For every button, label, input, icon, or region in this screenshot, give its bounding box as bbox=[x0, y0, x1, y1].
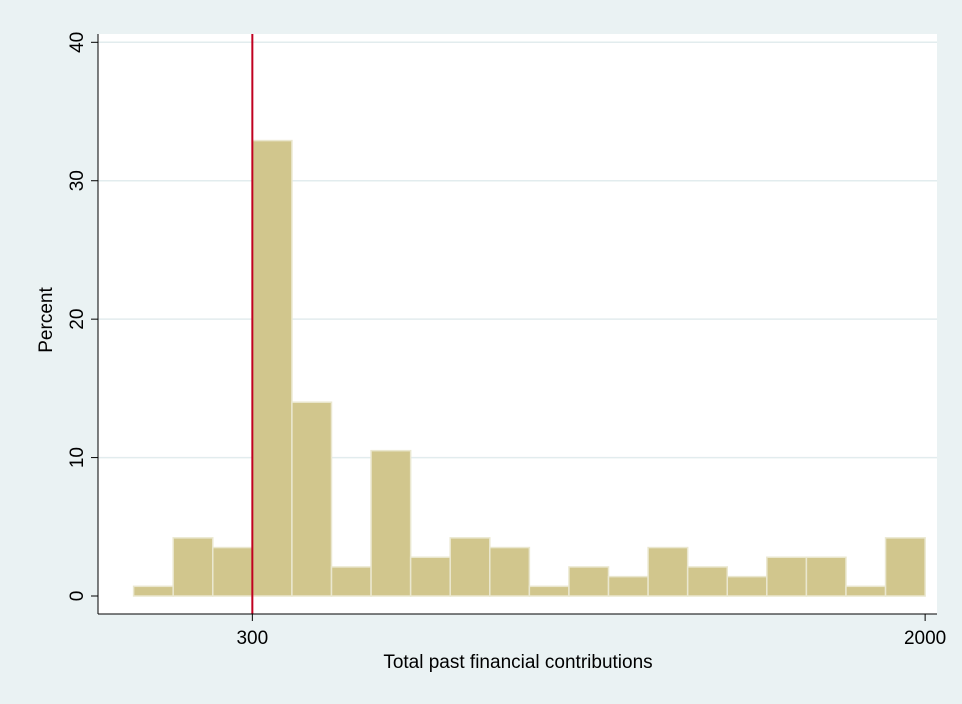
y-tick-label-10: 10 bbox=[67, 447, 88, 468]
histogram-bar-1 bbox=[172, 537, 214, 597]
axes bbox=[97, 34, 937, 615]
histogram-bar-11 bbox=[568, 566, 610, 597]
histogram-bar-15 bbox=[726, 575, 768, 597]
histogram-bar-12 bbox=[607, 575, 649, 597]
y-tick-label-20: 20 bbox=[67, 309, 88, 330]
histogram-bar-8 bbox=[449, 537, 491, 597]
histogram-bar-10 bbox=[528, 585, 570, 597]
histogram-bar-5 bbox=[330, 566, 372, 597]
histogram-bar-3 bbox=[251, 139, 293, 597]
histogram-bar-2 bbox=[212, 546, 254, 597]
histogram-bar-13 bbox=[647, 546, 689, 597]
histogram-bar-0 bbox=[132, 585, 174, 597]
histogram-bar-6 bbox=[370, 449, 412, 597]
x-axis-label: Total past financial contributions bbox=[383, 652, 652, 673]
y-tick-label-40: 40 bbox=[67, 32, 88, 53]
histogram-bar-7 bbox=[409, 556, 451, 597]
histogram-bar-4 bbox=[291, 401, 333, 597]
histogram-bar-9 bbox=[489, 546, 531, 597]
y-tick-label-0: 0 bbox=[67, 591, 88, 602]
plot-area bbox=[98, 34, 937, 614]
x-tick-label-300: 300 bbox=[236, 628, 268, 649]
histogram-bars bbox=[132, 139, 926, 597]
histogram-bar-18 bbox=[845, 585, 887, 597]
x-tick-label-2000: 2000 bbox=[904, 628, 946, 649]
histogram-bar-19 bbox=[884, 537, 926, 597]
y-tick-label-30: 30 bbox=[67, 170, 88, 191]
grid-lines bbox=[98, 41, 937, 459]
histogram-bar-14 bbox=[686, 566, 728, 597]
histogram-bar-16 bbox=[766, 556, 808, 597]
histogram-bar-17 bbox=[805, 556, 847, 597]
y-axis-label: Percent bbox=[36, 287, 57, 353]
axis-ticks: 0 10 20 30 40 300 2000 bbox=[67, 32, 946, 649]
